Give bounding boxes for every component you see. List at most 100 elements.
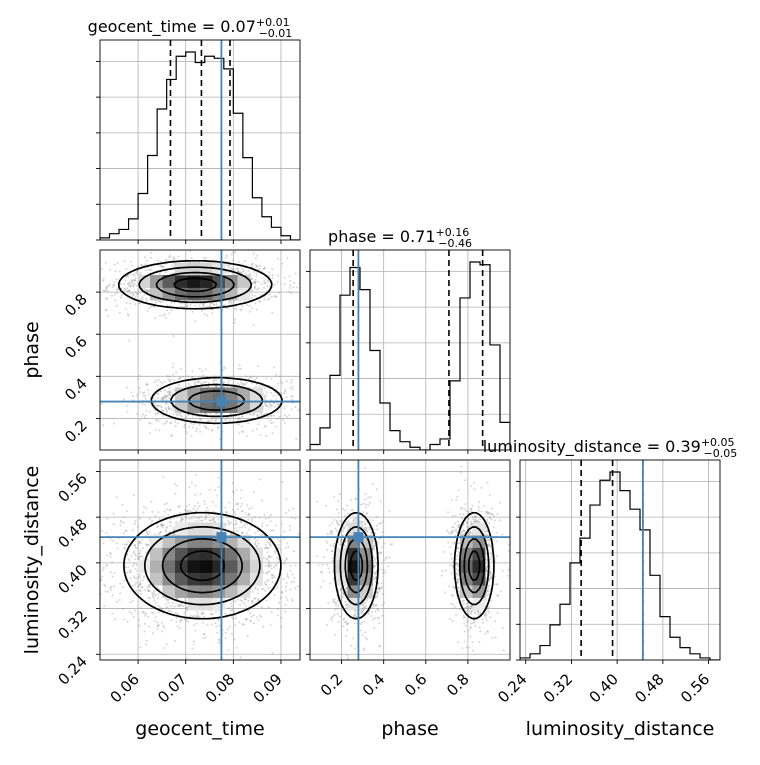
sample-point xyxy=(286,599,288,601)
sample-point xyxy=(267,416,269,418)
sample-point xyxy=(113,523,115,525)
sample-point xyxy=(289,529,291,531)
sample-point xyxy=(258,288,260,290)
sample-point xyxy=(245,512,247,514)
sample-point xyxy=(272,274,274,276)
sample-point xyxy=(342,625,344,627)
sample-point xyxy=(257,593,259,595)
sample-point xyxy=(166,310,168,312)
sample-point xyxy=(103,567,105,569)
sample-point xyxy=(276,281,278,283)
sample-point xyxy=(249,305,251,307)
sample-point xyxy=(285,498,287,500)
sample-point xyxy=(269,298,271,300)
sample-point xyxy=(205,381,207,383)
sample-point xyxy=(218,639,220,641)
sample-point xyxy=(195,320,197,322)
sample-point xyxy=(232,509,234,511)
sample-point xyxy=(264,387,266,389)
sample-point xyxy=(188,383,190,385)
sample-point xyxy=(258,619,260,621)
sample-point xyxy=(257,255,259,257)
sample-point xyxy=(285,596,287,598)
sample-point xyxy=(278,547,280,549)
sample-point xyxy=(140,574,142,576)
sample-point xyxy=(191,417,193,419)
sample-point xyxy=(230,522,232,524)
sample-point xyxy=(170,408,172,410)
sample-point xyxy=(265,394,267,396)
sample-point xyxy=(180,619,182,621)
sample-point xyxy=(261,534,263,536)
sample-point xyxy=(176,617,178,619)
sample-point xyxy=(332,560,334,562)
sample-point xyxy=(84,269,86,271)
sample-point xyxy=(101,268,103,270)
sample-point xyxy=(138,543,140,545)
sample-point xyxy=(246,304,248,306)
sample-point xyxy=(381,586,383,588)
sample-point xyxy=(270,422,272,424)
sample-point xyxy=(256,275,258,277)
sample-point xyxy=(283,531,285,533)
sample-point xyxy=(250,414,252,416)
sample-point xyxy=(207,510,209,512)
sample-point xyxy=(150,422,152,424)
sample-point xyxy=(240,521,242,523)
sample-point xyxy=(123,516,125,518)
x-tick-label: 0.40 xyxy=(586,670,622,706)
sample-point xyxy=(215,505,217,507)
sample-point xyxy=(144,256,146,258)
sample-point xyxy=(199,431,201,433)
sample-point xyxy=(270,404,272,406)
sample-point xyxy=(285,396,287,398)
sample-point xyxy=(110,589,112,591)
sample-point xyxy=(271,415,273,417)
sample-point xyxy=(193,423,195,425)
sample-point xyxy=(180,621,182,623)
sample-point xyxy=(201,370,203,372)
sample-point xyxy=(133,563,135,565)
sample-point xyxy=(146,640,148,642)
sample-point xyxy=(87,283,89,285)
sample-point xyxy=(86,271,88,273)
sample-point xyxy=(238,368,240,370)
sample-point xyxy=(94,269,96,271)
sample-point xyxy=(144,612,146,614)
sample-point xyxy=(216,632,218,634)
sample-point xyxy=(298,533,300,535)
sample-point xyxy=(186,607,188,609)
sample-point xyxy=(153,597,155,599)
sample-point xyxy=(210,520,212,522)
sample-point xyxy=(170,518,172,520)
sample-point xyxy=(140,415,142,417)
sample-point xyxy=(142,413,144,415)
sample-point xyxy=(254,303,256,305)
sample-point xyxy=(171,265,173,267)
sample-point xyxy=(246,504,248,506)
sample-point xyxy=(136,285,138,287)
sample-point xyxy=(270,624,272,626)
sample-point xyxy=(269,275,271,277)
sample-point xyxy=(173,379,175,381)
sample-point xyxy=(126,530,128,532)
sample-point xyxy=(273,575,275,577)
sample-point xyxy=(255,532,257,534)
sample-point xyxy=(166,375,168,377)
sample-point xyxy=(231,660,233,662)
sample-point xyxy=(295,273,297,275)
sample-point xyxy=(158,605,160,607)
sample-point xyxy=(182,519,184,521)
sample-point xyxy=(43,608,45,610)
sample-point xyxy=(196,623,198,625)
sample-point xyxy=(342,508,344,510)
sample-point xyxy=(183,612,185,614)
sample-point xyxy=(85,537,87,539)
sample-point xyxy=(101,576,103,578)
sample-point xyxy=(224,612,226,614)
sample-point xyxy=(266,391,268,393)
sample-point xyxy=(298,409,300,411)
sample-point xyxy=(177,613,179,615)
sample-point xyxy=(144,404,146,406)
sample-point xyxy=(269,562,271,564)
